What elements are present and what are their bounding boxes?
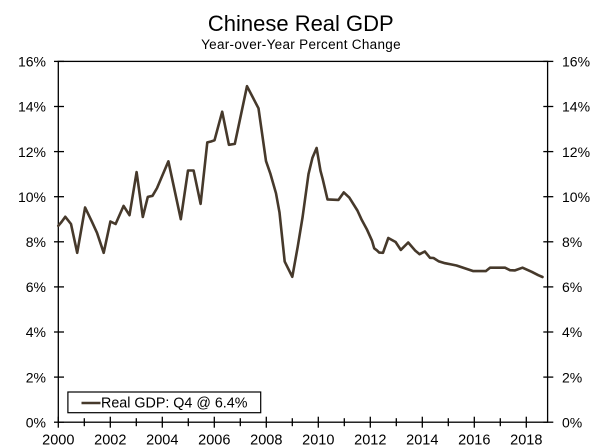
svg-text:2018: 2018: [510, 433, 542, 447]
svg-text:2006: 2006: [198, 433, 230, 447]
svg-text:8%: 8%: [562, 234, 582, 250]
svg-text:2012: 2012: [354, 433, 386, 447]
svg-text:2002: 2002: [94, 433, 126, 447]
svg-text:16%: 16%: [562, 54, 590, 70]
svg-text:14%: 14%: [562, 99, 590, 115]
svg-text:10%: 10%: [18, 189, 46, 205]
svg-text:2004: 2004: [146, 433, 178, 447]
svg-text:4%: 4%: [26, 324, 46, 340]
svg-text:2014: 2014: [406, 433, 438, 447]
svg-text:2000: 2000: [42, 433, 74, 447]
svg-text:10%: 10%: [562, 189, 590, 205]
svg-text:2%: 2%: [562, 369, 582, 385]
svg-text:12%: 12%: [18, 144, 46, 160]
svg-text:0%: 0%: [562, 414, 582, 430]
svg-text:2008: 2008: [250, 433, 282, 447]
svg-text:16%: 16%: [18, 54, 46, 70]
svg-text:4%: 4%: [562, 324, 582, 340]
svg-text:2010: 2010: [302, 433, 334, 447]
svg-text:6%: 6%: [26, 279, 46, 295]
svg-text:2%: 2%: [26, 369, 46, 385]
svg-text:Year-over-Year Percent Change: Year-over-Year Percent Change: [201, 37, 401, 52]
svg-text:0%: 0%: [26, 414, 46, 430]
svg-text:14%: 14%: [18, 99, 46, 115]
svg-text:8%: 8%: [26, 234, 46, 250]
svg-text:6%: 6%: [562, 279, 582, 295]
svg-text:Chinese Real GDP: Chinese Real GDP: [208, 11, 394, 36]
svg-text:Real GDP: Q4 @ 6.4%: Real GDP: Q4 @ 6.4%: [101, 396, 248, 412]
svg-text:12%: 12%: [562, 144, 590, 160]
svg-text:2016: 2016: [458, 433, 490, 447]
